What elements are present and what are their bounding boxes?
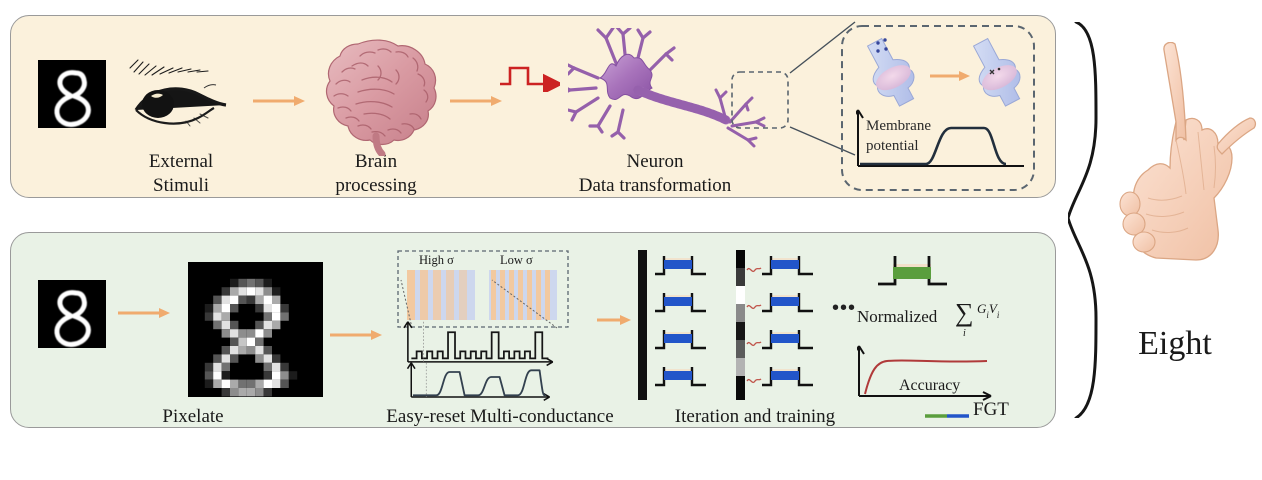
svg-text:i: i bbox=[963, 328, 966, 339]
svg-text:potential: potential bbox=[866, 138, 919, 154]
svg-text:Membrane: Membrane bbox=[866, 118, 931, 134]
svg-text:GiVi: GiVi bbox=[977, 301, 1000, 320]
svg-text:Accuracy: Accuracy bbox=[899, 377, 960, 394]
svg-text:∑: ∑ bbox=[955, 299, 974, 327]
